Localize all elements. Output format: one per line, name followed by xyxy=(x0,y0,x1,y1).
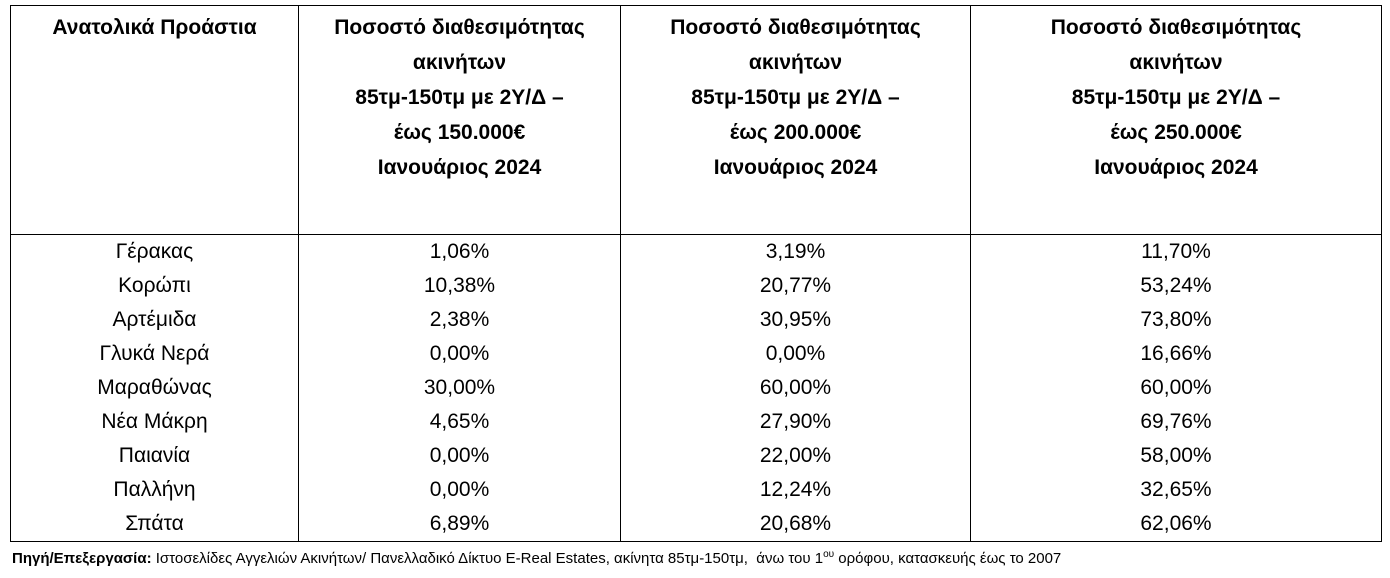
header-line: Ιανουάριος 2024 xyxy=(713,156,878,179)
table-row: Γέρακας 1,06% 3,19% 11,70% xyxy=(10,234,1382,269)
area-cell: Γλυκά Νερά xyxy=(10,337,299,371)
percent-cell: 73,80% xyxy=(970,303,1382,337)
table-row: Κορώπι 10,38% 20,77% 53,24% xyxy=(10,269,1382,303)
area-cell: Αρτέμιδα xyxy=(10,303,299,337)
column-header: Ανατολικά Προάστια xyxy=(10,5,299,235)
percent-cell: 4,65% xyxy=(298,405,621,439)
percent-cell: 2,38% xyxy=(298,303,621,337)
percent-cell: 22,00% xyxy=(620,439,971,473)
header-line: Ποσοστό διαθεσιμότητας xyxy=(334,16,585,39)
footnote: Πηγή/Επεξεργασία: Ιστοσελίδες Αγγελιών Α… xyxy=(12,549,1061,567)
percent-cell: 27,90% xyxy=(620,405,971,439)
percent-cell: 16,66% xyxy=(970,337,1382,371)
area-cell: Σπάτα xyxy=(10,507,299,542)
percent-cell: 11,70% xyxy=(970,234,1382,269)
header-line: έως 150.000€ xyxy=(393,121,526,144)
percent-cell: 69,76% xyxy=(970,405,1382,439)
area-cell: Κορώπι xyxy=(10,269,299,303)
column-header: Ποσοστό διαθεσιμότητας ακινήτων 85τμ-150τμ… xyxy=(298,5,621,235)
header-line: ακινήτων xyxy=(412,51,507,74)
percent-cell: 60,00% xyxy=(970,371,1382,405)
footnote-text: Ιστοσελίδες Αγγελιών Ακινήτων/ Πανελλαδι… xyxy=(151,550,824,567)
table-row: Νέα Μάκρη 4,65% 27,90% 69,76% xyxy=(10,405,1382,439)
percent-cell: 30,00% xyxy=(298,371,621,405)
header-line: ακινήτων xyxy=(748,51,843,74)
header-line: 85τμ-150τμ με 2Υ/Δ – xyxy=(355,86,564,109)
table-row: Σπάτα 6,89% 20,68% 62,06% xyxy=(10,507,1382,542)
footnote-label: Πηγή/Επεξεργασία: xyxy=(12,550,152,567)
header-row: Ανατολικά Προάστια Ποσοστό διαθεσιμότητας… xyxy=(10,5,1382,235)
table-row: Μαραθώνας 30,00% 60,00% 60,00% xyxy=(10,371,1382,405)
percent-cell: 53,24% xyxy=(970,269,1382,303)
percent-cell: 10,38% xyxy=(298,269,621,303)
percent-cell: 32,65% xyxy=(970,473,1382,507)
header-line: ακινήτων xyxy=(1129,51,1223,74)
column-header: Ποσοστό διαθεσιμότητας ακινήτων 85τμ-150τμ… xyxy=(970,5,1382,235)
footnote-superscript: ου xyxy=(823,549,835,560)
table-row: Γλυκά Νερά 0,00% 0,00% 16,66% xyxy=(10,337,1382,371)
area-cell: Παλλήνη xyxy=(10,473,299,507)
area-cell: Νέα Μάκρη xyxy=(10,405,299,439)
footnote-text-end: ορόφου, κατασκευής έως το 2007 xyxy=(834,550,1062,567)
header-line: Ποσοστό διαθεσιμότητας xyxy=(1050,16,1302,39)
header-line: Ιανουάριος 2024 xyxy=(1094,156,1258,179)
percent-cell: 20,77% xyxy=(620,269,971,303)
table-row: Αρτέμιδα 2,38% 30,95% 73,80% xyxy=(10,303,1382,337)
area-cell: Μαραθώνας xyxy=(10,371,299,405)
table-row: Παιανία 0,00% 22,00% 58,00% xyxy=(10,439,1382,473)
header-line: έως 250.000€ xyxy=(1110,121,1242,144)
percent-cell: 62,06% xyxy=(970,507,1382,542)
header-line: Ιανουάριος 2024 xyxy=(377,156,542,179)
percent-cell: 30,95% xyxy=(620,303,971,337)
percent-cell: 60,00% xyxy=(620,371,971,405)
area-cell: Γέρακας xyxy=(10,234,299,269)
header-line: 85τμ-150τμ με 2Υ/Δ – xyxy=(691,86,900,109)
header-line: Ανατολικά Προάστια xyxy=(52,16,257,39)
availability-table: Ανατολικά Προάστια Ποσοστό διαθεσιμότητας… xyxy=(10,5,1382,542)
table-row: Παλλήνη 0,00% 12,24% 32,65% xyxy=(10,473,1382,507)
percent-cell: 6,89% xyxy=(298,507,621,542)
percent-cell: 12,24% xyxy=(620,473,971,507)
header-line: Ποσοστό διαθεσιμότητας xyxy=(670,16,921,39)
percent-cell: 58,00% xyxy=(970,439,1382,473)
area-cell: Παιανία xyxy=(10,439,299,473)
table-body: Γέρακας 1,06% 3,19% 11,70% Κορώπι 10,38% 20,77… xyxy=(10,234,1382,542)
percent-cell: 1,06% xyxy=(298,234,621,269)
percent-cell: 0,00% xyxy=(298,439,621,473)
percent-cell: 0,00% xyxy=(298,337,621,371)
percent-cell: 3,19% xyxy=(620,234,971,269)
header-line: 85τμ-150τμ με 2Υ/Δ – xyxy=(1071,86,1281,109)
percent-cell: 20,68% xyxy=(620,507,971,542)
column-header: Ποσοστό διαθεσιμότητας ακινήτων 85τμ-150τμ… xyxy=(620,5,971,235)
percent-cell: 0,00% xyxy=(298,473,621,507)
percent-cell: 0,00% xyxy=(620,337,971,371)
header-line: έως 200.000€ xyxy=(729,121,862,144)
